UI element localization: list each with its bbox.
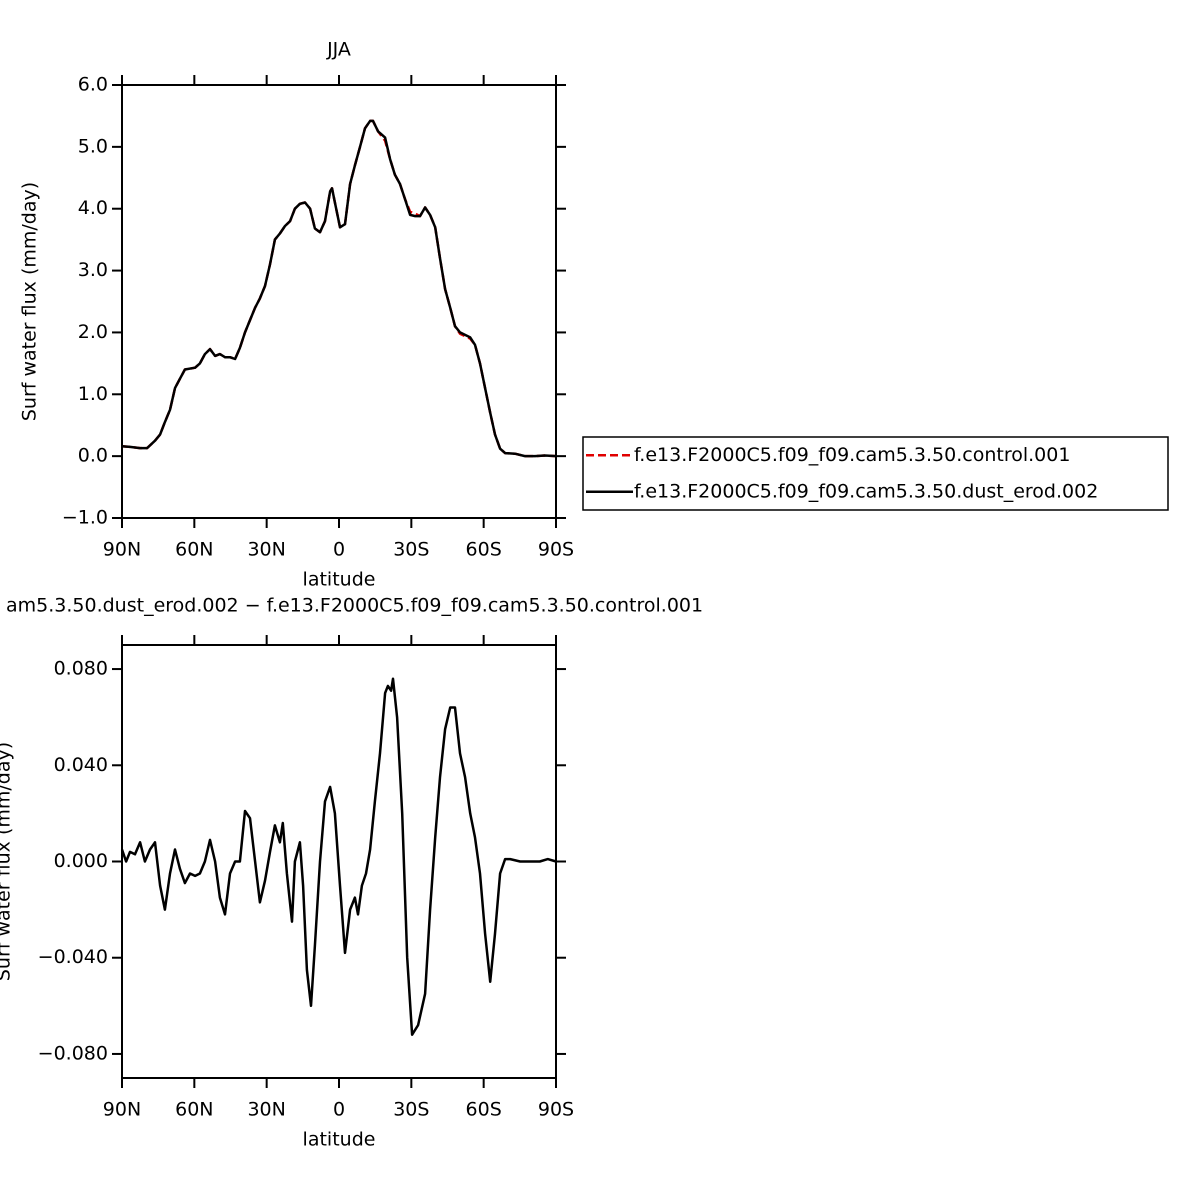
y-tick-label: 4.0 [78, 197, 108, 219]
x-tick-label: 90S [538, 1099, 574, 1121]
x-tick-label: 0 [333, 1099, 345, 1121]
x-tick-label: 60S [466, 539, 502, 561]
y-tick-label: 0.040 [54, 754, 108, 776]
x-tick-label: 30S [393, 1099, 429, 1121]
data-line [120, 677, 557, 1036]
y-tick-label: −0.040 [38, 946, 108, 968]
y-tick-label: 5.0 [78, 135, 108, 157]
y-tick-label: −0.080 [38, 1042, 108, 1064]
y-tick-label: 2.0 [78, 321, 108, 343]
x-axis-label: latitude [303, 569, 376, 591]
x-tick-label: 60N [175, 1099, 213, 1121]
data-line [121, 119, 557, 458]
y-tick-label: 0.080 [54, 658, 108, 680]
x-tick-label: 60S [466, 1099, 502, 1121]
x-tick-label: 60N [175, 539, 213, 561]
y-axis-label: Surf water flux (mm/day) [0, 742, 15, 981]
x-axis-label: latitude [303, 1129, 376, 1151]
x-tick-label: 30N [247, 1099, 285, 1121]
x-tick-label: 90N [103, 539, 141, 561]
chart-title: am5.3.50.dust_erod.002 − f.e13.F2000C5.f… [6, 595, 703, 617]
y-tick-label: 6.0 [78, 74, 108, 96]
y-tick-label: 1.0 [78, 383, 108, 405]
x-tick-label: 30N [247, 539, 285, 561]
legend-label: f.e13.F2000C5.f09_f09.cam5.3.50.control.… [634, 444, 1070, 466]
plot-frame [121, 84, 557, 519]
y-axis-label: Surf water flux (mm/day) [19, 182, 41, 421]
y-tick-label: 0.0 [78, 445, 108, 467]
y-tick-label: 0.000 [54, 850, 108, 872]
x-tick-label: 90S [538, 539, 574, 561]
plot-frame [121, 644, 557, 1079]
x-tick-label: 0 [333, 539, 345, 561]
x-tick-label: 90N [103, 1099, 141, 1121]
chart-title: JJA [326, 39, 351, 61]
y-tick-label: 3.0 [78, 259, 108, 281]
legend-label: f.e13.F2000C5.f09_f09.cam5.3.50.dust_ero… [634, 480, 1098, 502]
x-tick-label: 30S [393, 539, 429, 561]
legend-box [582, 436, 1169, 511]
y-tick-label: −1.0 [62, 507, 108, 529]
data-line [121, 119, 557, 458]
